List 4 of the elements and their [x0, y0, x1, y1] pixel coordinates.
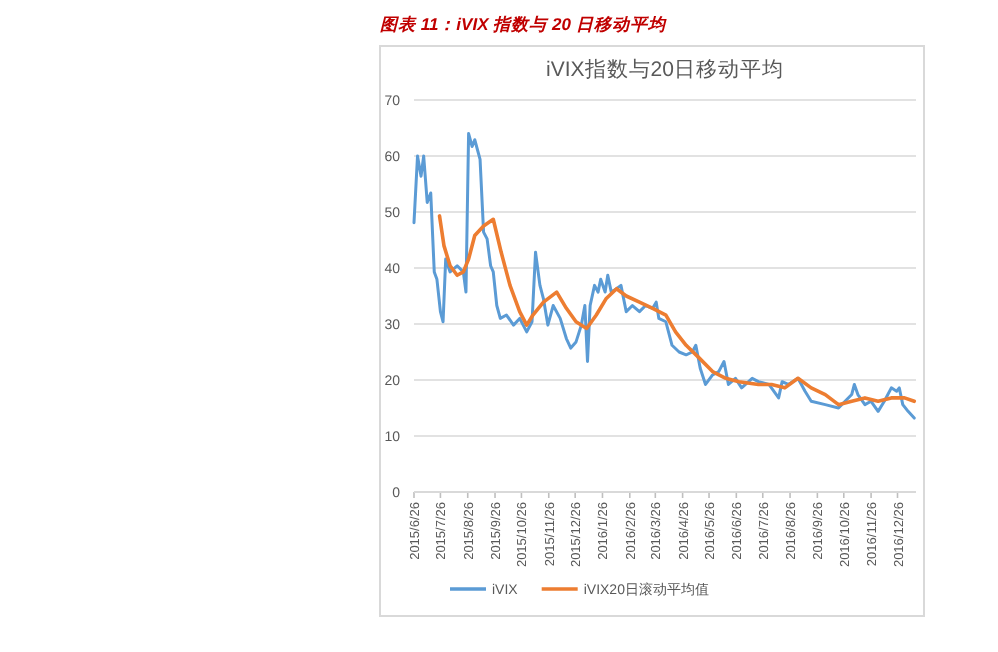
text: 图表 11：iVIX 指数与 20 日移动平均: [380, 14, 668, 34]
chart-title: iVIX指数与20日移动平均: [546, 56, 784, 82]
line-series: [412, 132, 916, 420]
line-series: [437, 214, 917, 407]
